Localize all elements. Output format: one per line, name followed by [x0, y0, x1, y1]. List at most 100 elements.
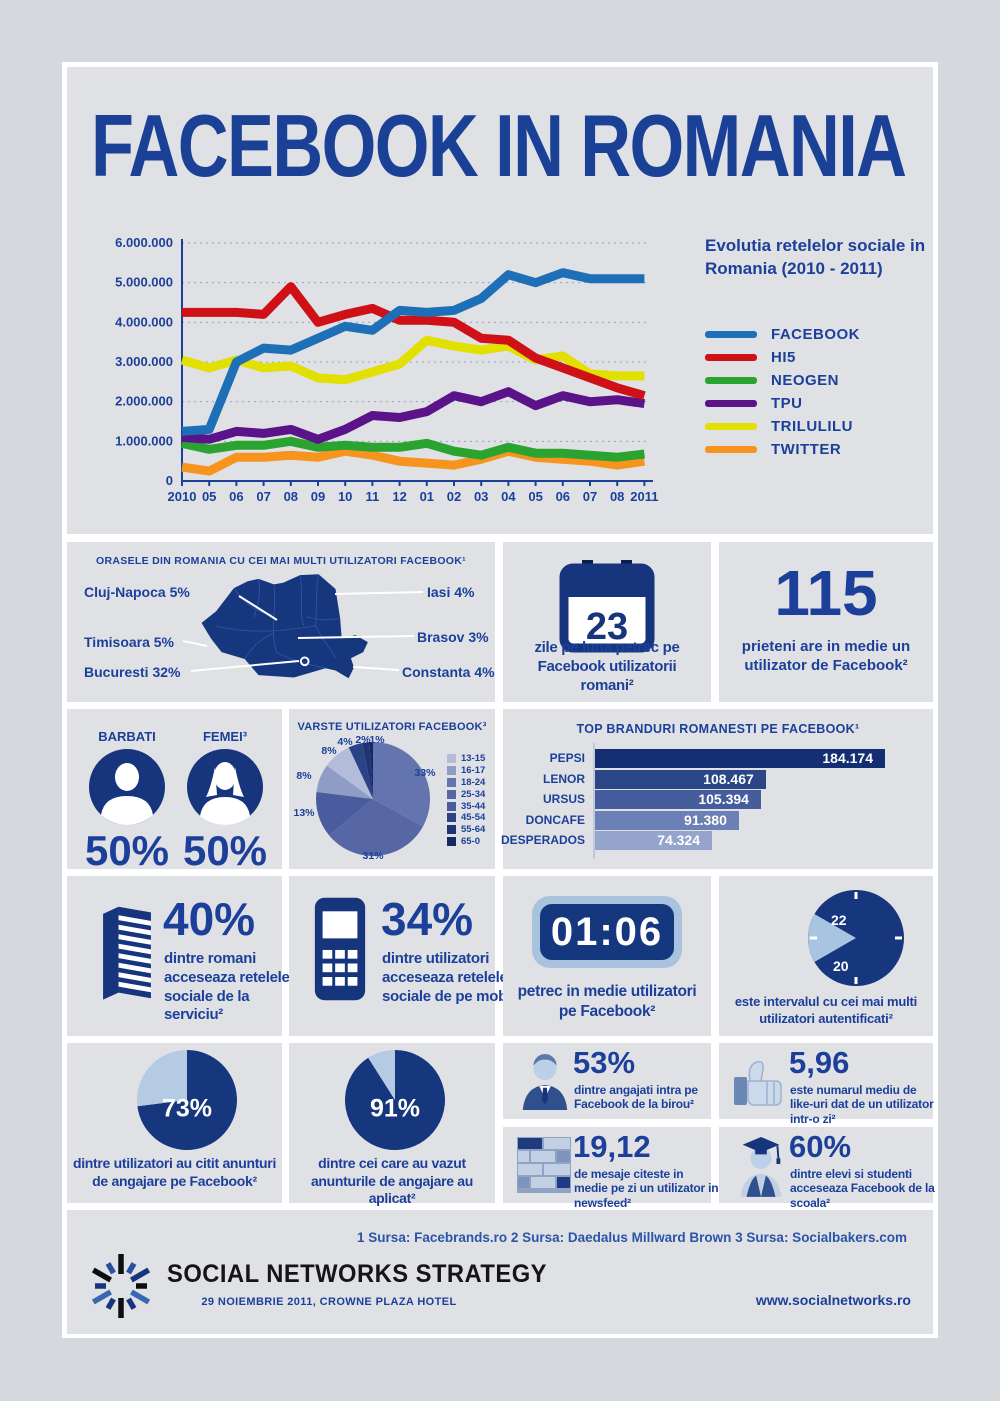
office-percent: 53%	[573, 1045, 636, 1080]
legend-item-neogen: NEOGEN	[705, 369, 930, 392]
legend-item-tpu: TPU	[705, 392, 930, 415]
city-iasi: Iasi 4%	[427, 584, 475, 600]
students-percent: 60%	[789, 1129, 852, 1164]
female-label: FEMEI³	[202, 729, 248, 744]
brand-row-desperados: DESPERADOS 74.324	[501, 831, 885, 850]
svg-text:03: 03	[474, 489, 488, 504]
evolution-chart-panel: FACEBOOK IN ROMANIA 1.000.000 2.000.000 3.…	[67, 67, 933, 534]
ages-pie-chart	[316, 742, 431, 856]
digital-clock-icon: 01:06	[532, 896, 682, 968]
age-legend-item-25-34: 25-34	[447, 788, 485, 800]
age-legend-item-13-15: 13-15	[447, 753, 485, 765]
svg-text:09: 09	[311, 489, 325, 504]
age-legend-item-65-0: 65-0	[447, 836, 485, 848]
brands-heading: TOP BRANDURI ROMANESTI PE FACEBOOK¹	[576, 722, 860, 736]
age-legend-label: 13-15	[461, 753, 486, 765]
days-per-month-panel: 23 zile pe luna petrec pe Facebook utili…	[503, 542, 711, 702]
jobs-applied-panel: 91% dintre cei care au vazut anunturile …	[289, 1043, 495, 1206]
age-legend-item-18-24: 18-24	[447, 777, 485, 789]
age-legend-swatch	[447, 836, 456, 846]
bucuresti-marker	[299, 656, 310, 667]
age-slice-label-65-0: 1%	[369, 734, 385, 746]
male-avatar-icon	[89, 749, 165, 825]
legend-swatch	[705, 445, 757, 453]
work-access-panel: 40% dintre romani acceseaza retelele soc…	[67, 876, 290, 1036]
svg-text:05: 05	[202, 489, 216, 504]
mobile-access-panel: 34% dintre utilizatori acceseaza retelel…	[289, 876, 520, 1036]
callout-lines	[182, 591, 424, 672]
legend-label: NEOGEN	[771, 371, 840, 389]
gender-panel: BARBATI FEMEI³ 50% 50%	[67, 709, 282, 874]
bricks	[518, 1138, 570, 1188]
age-legend-swatch	[447, 766, 456, 776]
svg-text:5.000.000: 5.000.000	[115, 275, 173, 290]
ages-panel: VARSTE UTILIZATORI FACEBOOK³ 13-15 16-17 1…	[289, 709, 495, 869]
brand-name-label: PEPSI	[549, 751, 585, 765]
age-legend-item-16-17: 16-17	[447, 765, 485, 777]
legend-swatch	[705, 376, 757, 384]
romania-map	[182, 574, 424, 679]
svg-text:2.000.000: 2.000.000	[115, 394, 173, 409]
svg-text:11: 11	[366, 489, 380, 504]
messages-number: 19,12	[573, 1129, 651, 1164]
svg-text:06: 06	[229, 489, 243, 504]
newsfeed-messages-panel: 19,12 de mesaje citeste in medie pe zi u…	[503, 1127, 719, 1210]
age-slice-label-18-24: 33%	[414, 767, 436, 779]
svg-text:08: 08	[610, 489, 624, 504]
friends-caption: prieteni are in medie un utilizator de F…	[741, 638, 911, 675]
svg-text:2010: 2010	[168, 489, 197, 504]
legend-swatch	[705, 399, 757, 407]
city-bucuresti: Bucuresti 32%	[84, 664, 181, 680]
jobs-read-percent: 73%	[161, 1094, 213, 1123]
brand-value-label: 108.467	[703, 770, 754, 787]
brand-name-label: URSUS	[542, 792, 585, 806]
romania-outline	[201, 574, 368, 679]
svg-text:02: 02	[447, 489, 461, 504]
daily-likes-panel: 5,96 este numarul mediu de like-uri dat …	[719, 1043, 934, 1126]
age-legend-label: 35-44	[461, 800, 486, 812]
messages-caption: de mesaje citeste in medie pe zi un util…	[574, 1167, 719, 1210]
brand-bar	[595, 831, 713, 850]
work-caption: dintre romani acceseaza retelele sociale…	[164, 950, 290, 1024]
office-caption: dintre angajati intra pe Facebook de la …	[574, 1083, 698, 1112]
legend-label: TRILULILU	[771, 417, 853, 435]
city-brasov: Brasov 3%	[417, 629, 489, 645]
age-legend-label: 16-17	[461, 765, 486, 777]
legend-item-twitter: TWITTER	[705, 438, 930, 461]
legend-item-hi5: HI5	[705, 346, 930, 369]
event-details: 29 NOIEMBRIE 2011, CROWNE PLAZA HOTEL	[201, 1296, 457, 1308]
clock-display: 01:06	[540, 904, 674, 960]
brand-row-lenor: LENOR 108.467	[543, 769, 885, 789]
chart-legend: FACEBOOK HI5 NEOGEN TPU TRILULILU TWITTER	[705, 323, 930, 461]
age-slice-label-25-34: 31%	[362, 850, 384, 862]
svg-text:08: 08	[284, 489, 298, 504]
age-legend-label: 65-0	[461, 835, 481, 847]
brand-name-label: DESPERADOS	[500, 833, 585, 847]
age-legend-swatch	[447, 801, 456, 811]
svg-text:05: 05	[528, 489, 542, 504]
city-cluj-napoca: Cluj-Napoca 5%	[84, 584, 190, 600]
age-slice-label-55-64: 2%	[355, 734, 371, 746]
like-thumb-icon	[734, 1060, 782, 1106]
jobs-applied-pie	[344, 1050, 445, 1150]
age-slice-label-16-17: 8%	[296, 770, 312, 782]
age-legend-swatch	[447, 777, 456, 787]
days-number: 23	[585, 606, 629, 648]
jobs-read-panel: 73% dintre utilizatori au citit anunturi…	[67, 1043, 282, 1203]
svg-text:0: 0	[166, 473, 173, 488]
county-borders	[215, 574, 341, 669]
likes-caption: este numarul mediu de like-uri dat de un…	[790, 1083, 934, 1126]
time-caption: petrec in medie utilizatori pe Facebook²	[517, 983, 697, 1021]
chart-side: Evolutia retelelor sociale in Romania (2…	[705, 235, 930, 461]
svg-text:06: 06	[556, 489, 570, 504]
jobs-applied-caption: dintre cei care au vazut anunturile de a…	[310, 1155, 474, 1206]
jobs-read-caption: dintre utilizatori au citit anunturi de …	[72, 1155, 277, 1189]
brand-bar	[595, 769, 766, 789]
cities-heading: ORASELE DIN ROMANIA CU CEI MAI MULTI UTI…	[96, 555, 466, 567]
time-spent-panel: 01:06 petrec in medie utilizatori pe Fac…	[503, 876, 711, 1036]
legend-swatch	[705, 353, 757, 361]
brand-value-label: 91.380	[684, 811, 727, 828]
mobile-percent: 34%	[381, 893, 474, 945]
work-percent: 40%	[163, 893, 256, 945]
